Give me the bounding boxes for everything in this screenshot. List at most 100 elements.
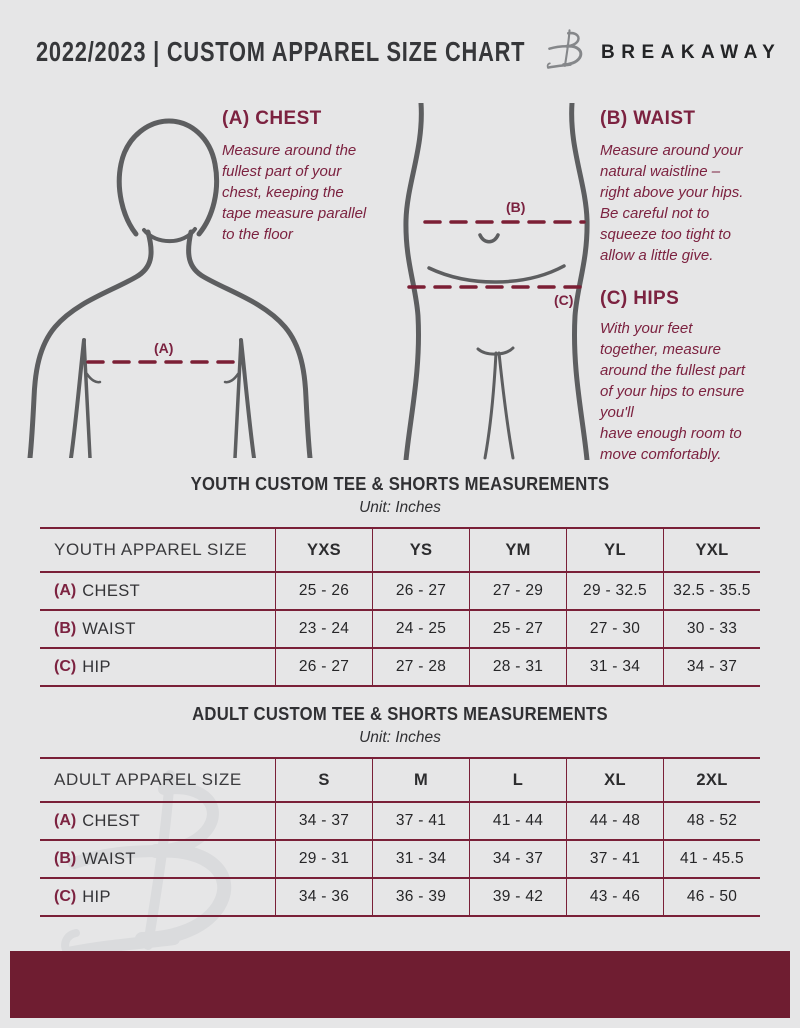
col-header: YM [469, 529, 566, 571]
row-label: (B) WAIST [40, 611, 275, 647]
hips-point-label: (C) [554, 292, 574, 308]
chest-point-label: (A) [154, 340, 174, 356]
waist-description: Measure around your natural waistline – … [600, 142, 744, 264]
right-inner-leg [497, 351, 515, 460]
row-label: (C) HIP [40, 879, 275, 915]
col-header: YL [566, 529, 663, 571]
upper-body-figure [27, 118, 313, 458]
row-prefix: (A) [54, 812, 77, 829]
size-cell: 26 - 27 [372, 573, 469, 609]
footer-bar [10, 951, 790, 1018]
row-label-text: WAIST [82, 619, 136, 638]
row-prefix: (A) [54, 582, 77, 599]
size-cell: 27 - 28 [372, 649, 469, 685]
size-cell: 27 - 30 [566, 611, 663, 647]
row-label-text: CHEST [82, 581, 141, 600]
hips-description: With your feet together, measure around … [600, 320, 746, 463]
col-header: L [469, 759, 566, 801]
left-shoulder-arm [27, 229, 154, 458]
left-armpit-flick [85, 372, 102, 384]
size-cell: 36 - 39 [372, 879, 469, 915]
col-header: YS [372, 529, 469, 571]
left-inner-arm [82, 338, 92, 458]
row-prefix: (C) [54, 658, 77, 675]
col-header: ADULT APPAREL SIZE [54, 770, 242, 789]
row-prefix: (B) [54, 850, 77, 867]
youth-section-title: YOUTH CUSTOM TEE & SHORTS MEASUREMENTS [190, 473, 610, 494]
size-cell: 43 - 46 [566, 879, 663, 915]
left-inner-leg [483, 351, 498, 460]
page-title: 2022/2023 | CUSTOM APPAREL SIZE CHART [36, 36, 526, 67]
hips-heading: (C) HIPS [600, 288, 680, 309]
size-cell: 39 - 42 [469, 879, 566, 915]
brand-name: BREAKAWAY [601, 42, 782, 63]
row-label-text: HIP [82, 657, 111, 676]
right-armpit-line [239, 338, 256, 458]
size-cell: 25 - 27 [469, 611, 566, 647]
size-cell: 46 - 50 [663, 879, 760, 915]
row-prefix: (B) [54, 620, 77, 637]
col-header: XL [566, 759, 663, 801]
waist-heading: (B) WAIST [600, 108, 696, 129]
col-header: YXS [275, 529, 372, 571]
table-row: (B) WAIST 23 - 24 24 - 25 25 - 27 27 - 3… [40, 611, 760, 649]
navel-mark [478, 233, 500, 244]
row-label: (B) WAIST [40, 841, 275, 877]
right-armpit-flick [223, 372, 240, 384]
size-cell: 41 - 45.5 [663, 841, 760, 877]
col-header: M [372, 759, 469, 801]
breakaway-logo-icon [546, 28, 583, 70]
size-cell: 29 - 32.5 [566, 573, 663, 609]
adult-unit-label: Unit: Inches [359, 729, 441, 746]
size-cell: 28 - 31 [469, 649, 566, 685]
row-label-text: HIP [82, 887, 111, 906]
head-outline [116, 118, 220, 237]
row-label-text: CHEST [82, 811, 141, 830]
waist-point-label: (B) [506, 199, 526, 215]
size-cell: 48 - 52 [663, 803, 760, 839]
size-cell: 23 - 24 [275, 611, 372, 647]
table-row: (A) CHEST 34 - 37 37 - 41 41 - 44 44 - 4… [40, 803, 760, 841]
row-label: (A) CHEST [40, 573, 275, 609]
size-cell: 41 - 44 [469, 803, 566, 839]
table-row: (C) HIP 34 - 36 36 - 39 39 - 42 43 - 46 … [40, 879, 760, 915]
size-cell: 29 - 31 [275, 841, 372, 877]
size-cell: 44 - 48 [566, 803, 663, 839]
adult-size-table: ADULT APPAREL SIZE S M L XL 2XL (A) CHES… [40, 757, 760, 917]
col-header: S [275, 759, 372, 801]
size-cell: 37 - 41 [372, 803, 469, 839]
left-torso-leg [403, 103, 424, 460]
col-header: YOUTH APPAREL SIZE [54, 540, 248, 559]
table-row: (A) CHEST 25 - 26 26 - 27 27 - 29 29 - 3… [40, 573, 760, 611]
right-torso-leg [569, 103, 590, 460]
adult-section-title: ADULT CUSTOM TEE & SHORTS MEASUREMENTS [192, 703, 608, 724]
size-cell: 25 - 26 [275, 573, 372, 609]
size-cell: 30 - 33 [663, 611, 760, 647]
size-cell: 37 - 41 [566, 841, 663, 877]
size-cell: 24 - 25 [372, 611, 469, 647]
right-shoulder-arm [186, 229, 313, 458]
col-header: YXL [663, 529, 760, 571]
right-inner-arm [233, 338, 243, 458]
table-row: (B) WAIST 29 - 31 31 - 34 34 - 37 37 - 4… [40, 841, 760, 879]
adult-header-row: ADULT APPAREL SIZE S M L XL 2XL [40, 759, 760, 803]
row-label-text: WAIST [82, 849, 136, 868]
size-cell: 26 - 27 [275, 649, 372, 685]
col-header: 2XL [663, 759, 760, 801]
chest-description: Measure around the fullest part of your … [222, 142, 367, 243]
size-cell: 34 - 37 [469, 841, 566, 877]
size-cell: 32.5 - 35.5 [663, 573, 760, 609]
size-cell: 34 - 36 [275, 879, 372, 915]
left-armpit-line [69, 338, 86, 458]
youth-size-table: YOUTH APPAREL SIZE YXS YS YM YL YXL (A) … [40, 527, 760, 687]
lower-body-figure [403, 103, 591, 460]
hip-curve [427, 264, 566, 284]
table-row: (C) HIP 26 - 27 27 - 28 28 - 31 31 - 34 … [40, 649, 760, 685]
youth-header-row: YOUTH APPAREL SIZE YXS YS YM YL YXL [40, 529, 760, 573]
size-cell: 31 - 34 [372, 841, 469, 877]
size-cell: 34 - 37 [275, 803, 372, 839]
size-cell: 34 - 37 [663, 649, 760, 685]
row-label: (C) HIP [40, 649, 275, 685]
size-cell: 31 - 34 [566, 649, 663, 685]
